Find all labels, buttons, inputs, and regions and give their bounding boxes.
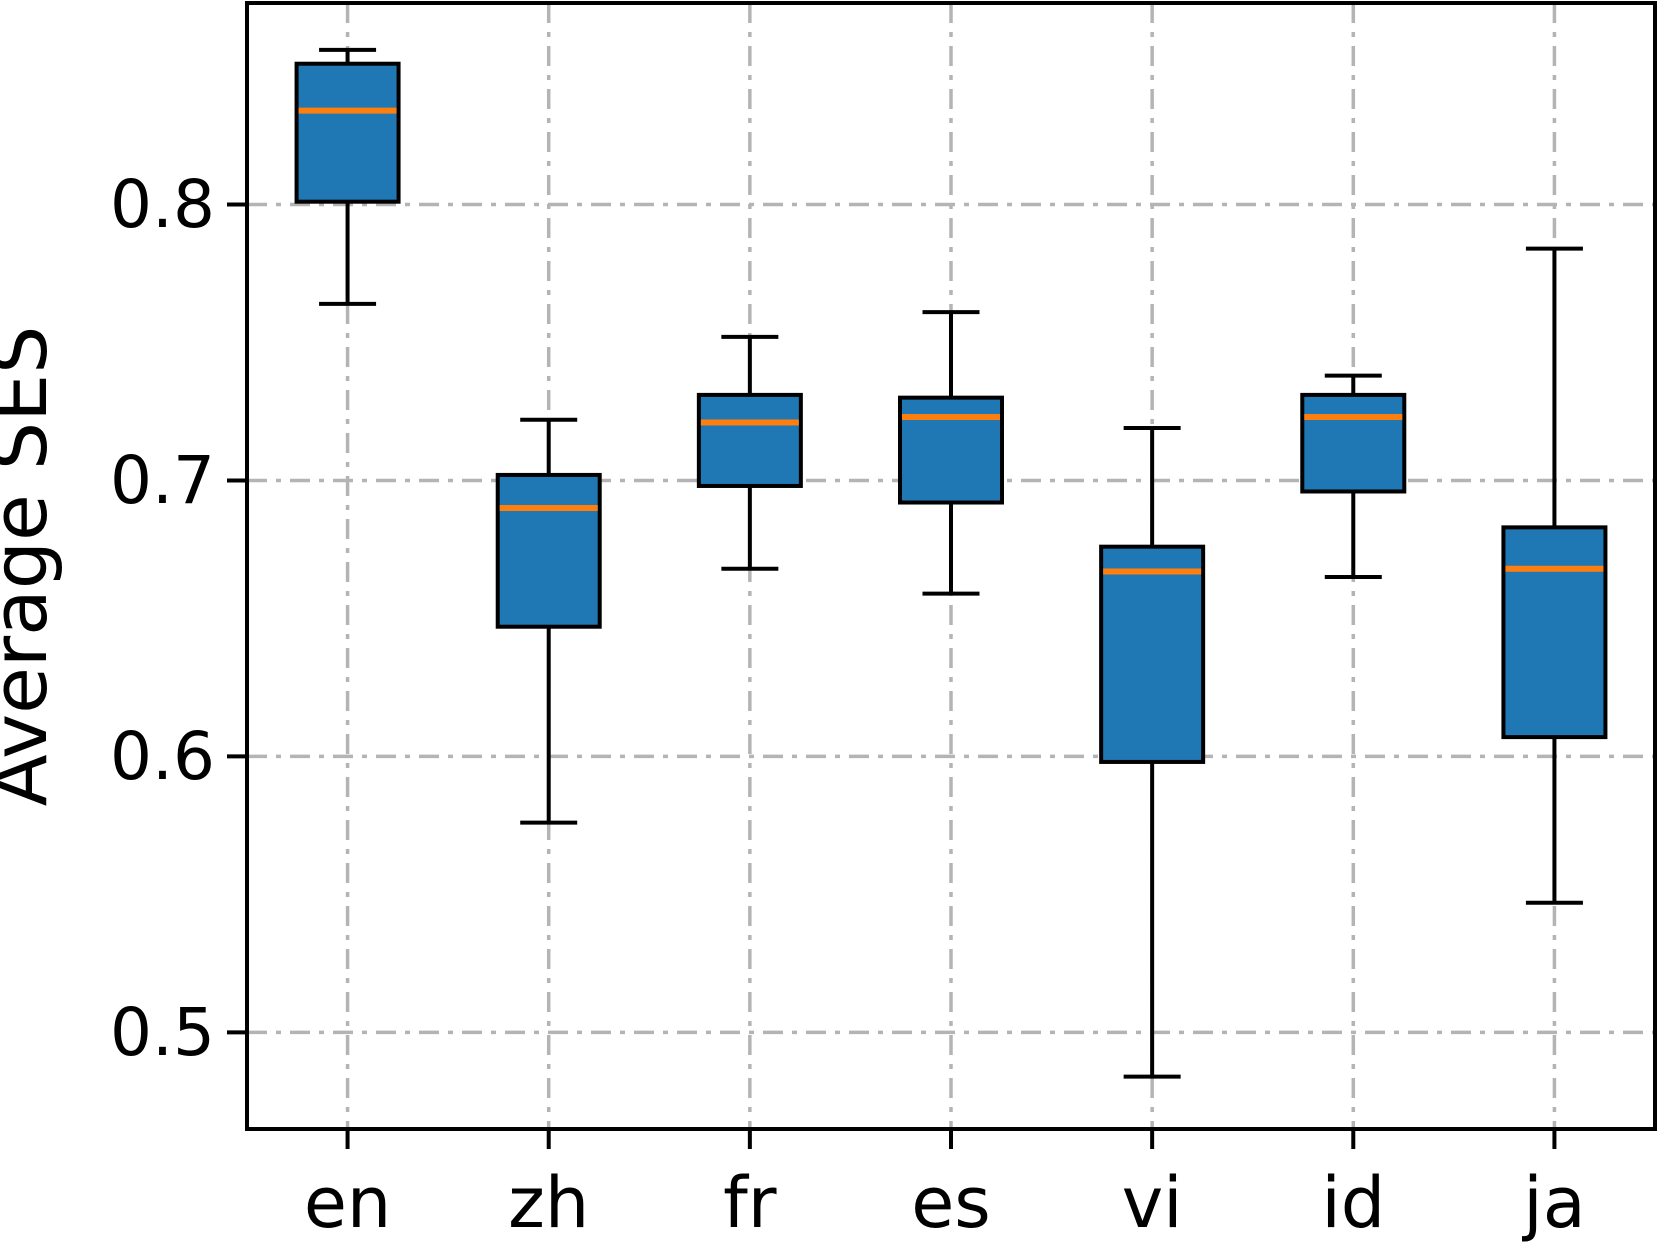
xtick-label-vi: vi (1122, 1162, 1183, 1244)
box-id (1300, 392, 1407, 494)
box-vi (1099, 544, 1206, 764)
ytick-label-0.8: 0.8 (110, 166, 215, 243)
box-layer (294, 47, 1608, 1079)
xtick-label-fr: fr (723, 1162, 777, 1244)
xtick-label-ja: ja (1521, 1162, 1585, 1244)
plot-frame (245, 1, 1657, 1131)
box-es (898, 395, 1004, 505)
xtick-label-es: es (911, 1162, 991, 1244)
y-axis-label: Average SES (0, 326, 64, 807)
xtick-label-zh: zh (508, 1162, 589, 1244)
ytick-label-0.6: 0.6 (110, 718, 215, 795)
box-fr (696, 392, 803, 488)
box-zh (495, 472, 602, 629)
ytick-label-0.7: 0.7 (110, 442, 215, 519)
xtick-label-id: id (1321, 1162, 1385, 1244)
ytick-label-0.5: 0.5 (110, 994, 215, 1071)
box-en (294, 61, 401, 204)
axis-layer: 0.5 0.6 0.7 0.8 en zh fr es vi id ja (110, 166, 1586, 1244)
box-ja (1501, 525, 1608, 740)
xtick-label-en: en (304, 1162, 391, 1244)
